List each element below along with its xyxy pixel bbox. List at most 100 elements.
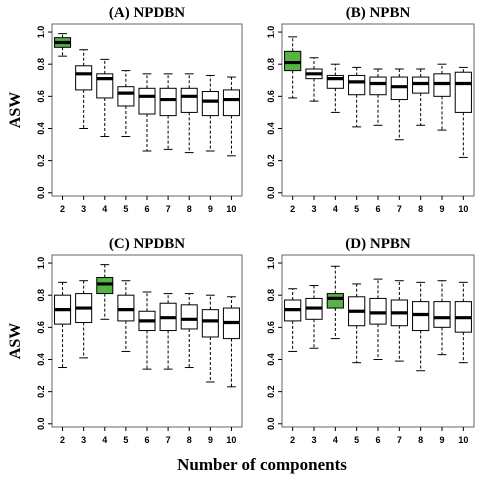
x-tick-label: 10 [226, 435, 236, 445]
box-6 [138, 73, 156, 152]
iqr-box [75, 65, 93, 91]
x-tick-label: 7 [166, 435, 171, 445]
x-tick-label: 6 [375, 204, 380, 214]
iqr-box [369, 76, 387, 96]
y-tick-label: 0.8 [36, 58, 46, 71]
box-4 [96, 264, 114, 320]
iqr-box [412, 76, 430, 94]
box-8 [412, 281, 430, 372]
x-tick-label: 5 [354, 204, 359, 214]
x-tick-label: 5 [354, 435, 359, 445]
box-7 [159, 73, 177, 150]
panel-title: (D) NPBN [345, 236, 411, 252]
x-tick-label: 9 [208, 204, 213, 214]
panel-2: (B) NPBN 0.0 0.2 0.4 0.6 0.8 1.0 2 3 4 5 6 7 8 9 10 [266, 5, 475, 214]
x-tick-label: 9 [439, 435, 444, 445]
y-tick-label: 0.0 [36, 418, 46, 431]
box-3 [75, 49, 93, 129]
x-tick-label: 6 [144, 435, 149, 445]
x-tick-label: 3 [81, 435, 86, 445]
y-tick-label: 0.8 [266, 58, 276, 71]
x-tick-label: 8 [187, 435, 192, 445]
iqr-box [390, 76, 408, 101]
box-3 [305, 285, 323, 349]
box-8 [180, 73, 198, 154]
iqr-box [412, 301, 430, 332]
y-tick-label: 0.8 [36, 289, 46, 302]
x-tick-label: 9 [439, 204, 444, 214]
x-tick-label: 7 [397, 435, 402, 445]
box-2 [54, 33, 72, 57]
box-9 [433, 280, 451, 356]
iqr-box [96, 277, 114, 295]
box-9 [433, 63, 451, 131]
box-2 [54, 281, 72, 369]
x-tick-label: 2 [290, 435, 295, 445]
box-9 [201, 74, 219, 152]
box-7 [390, 280, 408, 362]
box-10 [222, 296, 240, 388]
box-5 [348, 66, 366, 128]
x-tick-label: 2 [60, 435, 65, 445]
box-6 [369, 68, 387, 126]
x-tick-label: 5 [123, 204, 128, 214]
x-tick-label: 4 [102, 435, 107, 445]
iqr-box [284, 50, 302, 72]
x-tick-label: 10 [458, 204, 468, 214]
panel-1: (A) NPDBN ASW 0.0 0.2 0.4 0.6 0.8 1.0 2 3 4 5 6 7 8 9 10 [7, 5, 243, 214]
box-6 [369, 278, 387, 360]
box-10 [222, 76, 240, 157]
box-6 [138, 291, 156, 370]
box-4 [326, 265, 344, 340]
y-tick-label: 0.0 [266, 418, 276, 431]
box-2 [284, 288, 302, 352]
x-tick-label: 7 [397, 204, 402, 214]
y-tick-label: 1.0 [36, 257, 46, 270]
y-axis-label: ASW [7, 92, 24, 128]
box-4 [326, 63, 344, 113]
iqr-box [117, 86, 135, 107]
y-axis-label: ASW [7, 323, 24, 359]
iqr-box [180, 304, 198, 330]
box-7 [159, 293, 177, 370]
panel-title: (A) NPDBN [109, 5, 185, 21]
iqr-box [222, 89, 240, 117]
x-tick-label: 4 [333, 204, 338, 214]
box-8 [412, 68, 430, 126]
box-9 [201, 294, 219, 383]
x-tick-label: 9 [208, 435, 213, 445]
panel-4: (D) NPBN 0.0 0.2 0.4 0.6 0.8 1.0 2 3 4 5 6 7 8 9 10 [266, 236, 475, 445]
y-tick-label: 0.4 [266, 122, 276, 135]
iqr-box [326, 293, 344, 309]
x-tick-label: 3 [311, 435, 316, 445]
box-4 [96, 58, 114, 138]
x-tick-label: 7 [166, 204, 171, 214]
iqr-box [433, 73, 451, 97]
x-tick-label: 8 [418, 204, 423, 214]
box-3 [305, 57, 323, 102]
y-tick-label: 0.2 [36, 154, 46, 167]
y-tick-label: 1.0 [36, 26, 46, 39]
y-tick-label: 0.2 [266, 385, 276, 398]
x-tick-label: 8 [418, 435, 423, 445]
box-10 [454, 66, 472, 158]
iqr-box [348, 74, 366, 96]
box-3 [75, 280, 93, 359]
y-tick-label: 1.0 [266, 257, 276, 270]
x-tick-label: 2 [60, 204, 65, 214]
panel-title: (B) NPBN [346, 5, 411, 21]
x-tick-label: 8 [187, 204, 192, 214]
x-tick-label: 6 [144, 204, 149, 214]
x-tick-label: 6 [375, 435, 380, 445]
y-tick-label: 0.4 [36, 353, 46, 366]
x-tick-label: 10 [458, 435, 468, 445]
panel-3: (C) NPDBN ASW 0.0 0.2 0.4 0.6 0.8 1.0 2 3 4 5 6 7 8 9 10 [7, 236, 243, 445]
y-tick-label: 0.4 [266, 353, 276, 366]
y-tick-label: 0.2 [266, 154, 276, 167]
panel-title: (C) NPDBN [109, 236, 185, 252]
box-7 [390, 68, 408, 141]
y-tick-label: 0.6 [36, 90, 46, 103]
y-tick-label: 0.0 [266, 187, 276, 200]
x-tick-label: 3 [81, 204, 86, 214]
